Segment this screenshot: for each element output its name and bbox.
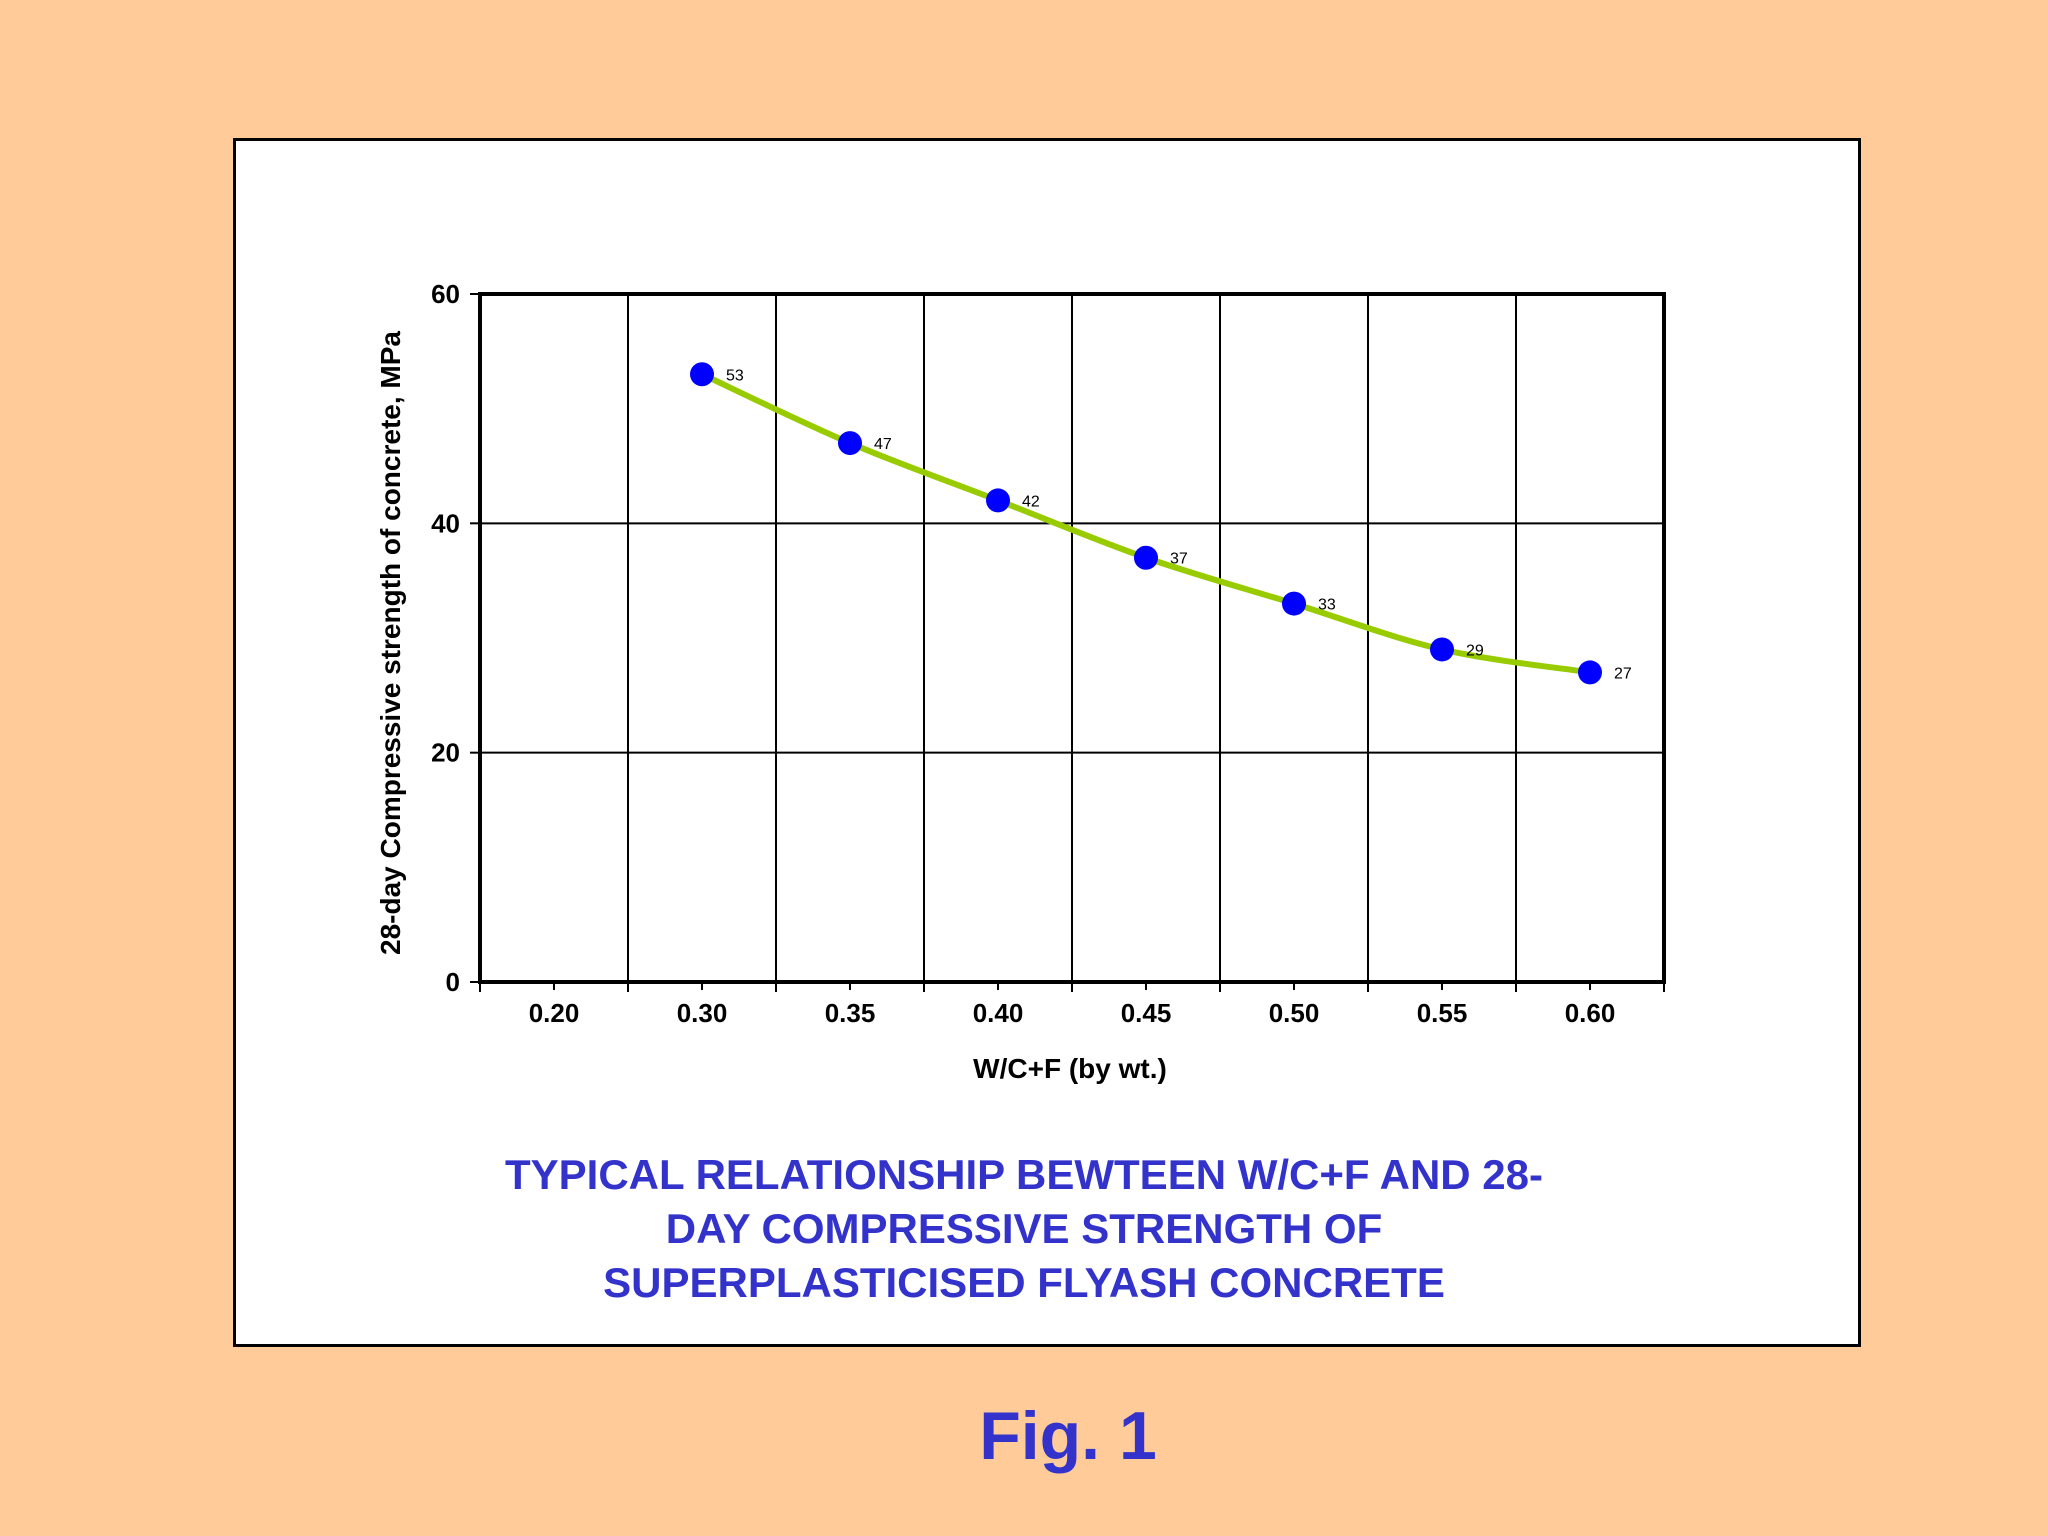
data-point: [1282, 591, 1306, 616]
chart-title-line: DAY COMPRESSIVE STRENGTH OF: [665, 1205, 1383, 1252]
y-axis-title: 28-day Compressive strength of concrete,…: [375, 331, 406, 955]
x-tick-label: 0.20: [529, 998, 580, 1028]
data-point: [1578, 660, 1602, 685]
chart-title-line: TYPICAL RELATIONSHIP BEWTEEN W/C+F AND 2…: [504, 1151, 1544, 1198]
y-tick-label: 40: [431, 508, 460, 538]
y-tick-label: 60: [431, 279, 460, 309]
x-tick-label: 0.50: [1269, 998, 1320, 1028]
figure-label: Fig. 1: [979, 1398, 1157, 1474]
x-tick-label: 0.40: [973, 998, 1024, 1028]
data-point: [690, 362, 714, 387]
data-label: 47: [874, 436, 892, 453]
x-tick-label: 0.55: [1417, 998, 1468, 1028]
chart-title-line: SUPERPLASTICISED FLYASH CONCRETE: [603, 1259, 1445, 1306]
chart-title: TYPICAL RELATIONSHIP BEWTEEN W/C+F AND 2…: [0, 1148, 2048, 1310]
x-axis-title: W/C+F (by wt.): [973, 1053, 1167, 1084]
data-point: [838, 431, 862, 456]
data-label: 27: [1614, 665, 1632, 682]
data-point: [1134, 545, 1158, 570]
x-tick-label: 0.45: [1121, 998, 1172, 1028]
x-tick-label: 0.30: [677, 998, 728, 1028]
data-label: 53: [726, 367, 744, 384]
x-tick-label: 0.35: [825, 998, 876, 1028]
chart-frame: [233, 138, 1861, 1347]
y-tick-label: 20: [431, 738, 460, 768]
data-point: [986, 488, 1010, 513]
data-label: 33: [1318, 597, 1336, 614]
data-point: [1430, 637, 1454, 662]
data-label: 29: [1466, 642, 1484, 659]
y-tick-label: 0: [446, 967, 460, 997]
data-label: 37: [1170, 551, 1188, 568]
x-tick-label: 0.60: [1565, 998, 1616, 1028]
data-label: 42: [1022, 493, 1040, 510]
